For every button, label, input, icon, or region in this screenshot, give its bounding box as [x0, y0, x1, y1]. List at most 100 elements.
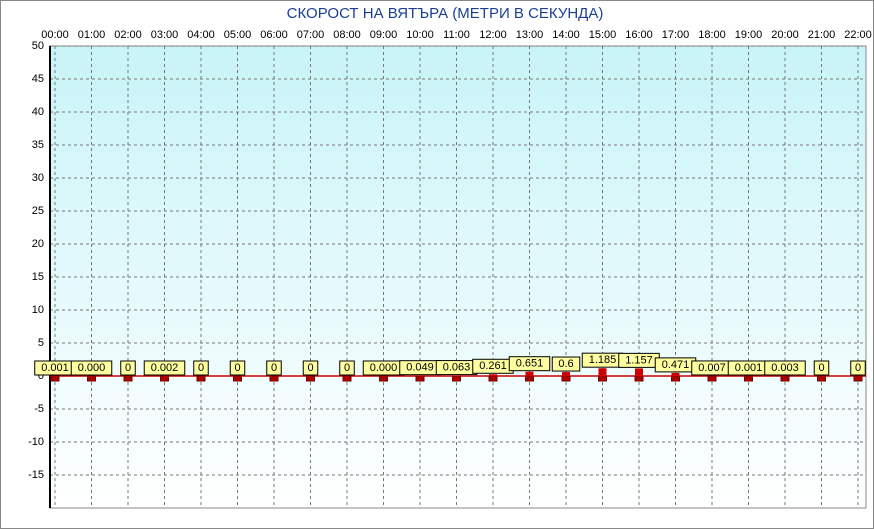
bar-base — [817, 375, 826, 382]
bar — [671, 372, 680, 376]
x-tick-label: 16:00 — [625, 29, 653, 41]
x-tick-label: 21:00 — [808, 29, 836, 41]
value-label-box — [508, 356, 551, 372]
bar-base — [379, 375, 388, 382]
x-tick-label: 07:00 — [297, 29, 325, 41]
y-tick-label: -10 — [28, 436, 44, 448]
x-tick-label: 08:00 — [333, 29, 361, 41]
value-label: 0.651 — [516, 358, 544, 370]
bar-base — [196, 375, 206, 382]
x-tick-label: 13:00 — [516, 29, 544, 41]
value-label-box — [143, 360, 186, 376]
value-label-box — [193, 360, 209, 376]
value-label: 0.003 — [771, 362, 799, 374]
value-label: 0.063 — [443, 361, 471, 373]
value-label-box — [266, 360, 282, 376]
bar-base — [342, 375, 352, 382]
value-label: 0.007 — [698, 362, 726, 374]
value-label: 1.157 — [625, 354, 653, 366]
value-label: 0.000 — [78, 362, 106, 374]
x-tick-label: 17:00 — [662, 29, 690, 41]
value-label-box — [120, 360, 136, 376]
value-label-box — [850, 360, 866, 376]
bar-base — [50, 375, 60, 382]
bar-base — [707, 375, 717, 382]
x-tick-label: 04:00 — [187, 29, 215, 41]
x-tick-label: 05:00 — [224, 29, 252, 41]
value-label: 0.001 — [735, 362, 763, 374]
value-label: 0 — [344, 362, 350, 374]
bar — [489, 374, 497, 376]
value-label: 0 — [855, 362, 861, 374]
value-label-box — [229, 360, 246, 376]
value-label: 1.185 — [589, 354, 617, 366]
y-tick-label: 15 — [32, 271, 44, 283]
bar — [635, 368, 643, 376]
y-tick-label: 45 — [32, 73, 44, 85]
value-label: 0.002 — [151, 362, 179, 374]
bar-base — [561, 375, 571, 382]
x-tick-label: 14:00 — [552, 29, 580, 41]
bar-base — [123, 375, 133, 382]
bar — [598, 368, 607, 376]
bar-base — [233, 375, 242, 382]
bar-base — [780, 375, 790, 382]
value-label-box — [813, 360, 830, 376]
y-tick-label: 30 — [32, 172, 44, 184]
bar — [562, 372, 570, 376]
x-tick-label: 19:00 — [735, 29, 763, 41]
bar-base — [634, 375, 644, 382]
y-tick-label: 5 — [38, 337, 44, 349]
bar-base — [306, 375, 315, 382]
bar-base — [415, 375, 425, 382]
bar-base — [744, 375, 753, 382]
bar-base — [452, 375, 461, 382]
value-label: 0.001 — [41, 362, 69, 374]
value-label: 0 — [234, 362, 240, 374]
bar-base — [671, 375, 680, 382]
bar-base — [87, 375, 96, 382]
y-tick-label: 40 — [32, 106, 44, 118]
y-tick-label: -15 — [28, 469, 44, 481]
x-tick-label: 22:00 — [844, 29, 872, 41]
bar-base — [160, 375, 169, 382]
x-tick-label: 00:00 — [41, 29, 69, 41]
value-label-box — [764, 360, 806, 376]
bar-base — [488, 375, 498, 382]
y-tick-label: 35 — [32, 139, 44, 151]
value-label: 0 — [125, 362, 131, 374]
x-tick-label: 15:00 — [589, 29, 617, 41]
bar-base — [598, 375, 607, 382]
value-label-box — [339, 360, 355, 376]
x-tick-label: 01:00 — [78, 29, 106, 41]
x-tick-label: 02:00 — [114, 29, 142, 41]
value-label-box — [302, 360, 319, 376]
y-tick-label: 25 — [32, 205, 44, 217]
x-tick-label: 20:00 — [771, 29, 799, 41]
value-label: 0.6 — [558, 358, 573, 370]
y-tick-label: -5 — [34, 403, 44, 415]
bar-base — [269, 375, 279, 382]
y-tick-label: 20 — [32, 238, 44, 250]
x-tick-label: 03:00 — [151, 29, 179, 41]
value-label: 0 — [271, 362, 277, 374]
x-tick-label: 10:00 — [406, 29, 434, 41]
value-label: 0.471 — [662, 359, 690, 371]
x-tick-label: 12:00 — [479, 29, 507, 41]
y-tick-label: 0 — [38, 370, 44, 382]
bar — [525, 371, 534, 376]
value-label: 0 — [198, 362, 204, 374]
y-tick-label: 50 — [32, 40, 44, 52]
x-tick-label: 06:00 — [260, 29, 288, 41]
value-label: 0.000 — [370, 362, 398, 374]
bar-base — [525, 375, 534, 382]
value-label: 0 — [307, 362, 313, 374]
y-tick-label: 10 — [32, 304, 44, 316]
bar-base — [853, 375, 863, 382]
chart-title: СКОРОСТ НА ВЯТЪРА (МЕТРИ В СЕКУНДА) — [287, 5, 604, 22]
value-label: 0.261 — [479, 360, 507, 372]
value-label-box — [551, 356, 581, 372]
x-tick-label: 11:00 — [443, 29, 470, 41]
